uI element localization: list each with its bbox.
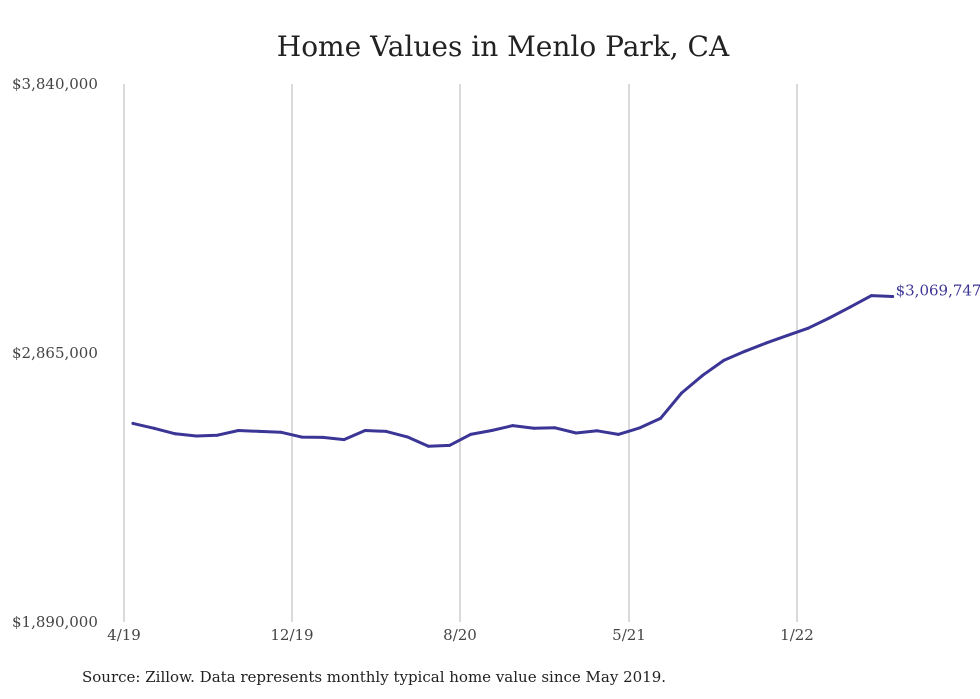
data-point-19 xyxy=(532,426,536,430)
data-point-8 xyxy=(300,435,304,439)
data-point-24 xyxy=(637,426,641,430)
end-value-label: $3,069,747 xyxy=(896,282,980,300)
x-axis-labels: 4/19 12/19 8/20 5/21 1/22 xyxy=(107,626,814,644)
x-tick-label: 1/22 xyxy=(780,626,814,644)
data-point-7 xyxy=(279,430,283,434)
data-point-12 xyxy=(384,429,388,433)
data-point-27 xyxy=(701,373,705,377)
data-point-33 xyxy=(827,316,831,320)
y-tick-label: $2,865,000 xyxy=(12,344,98,362)
data-point-29 xyxy=(743,349,747,353)
data-point-14 xyxy=(426,444,430,448)
x-tick-label: 12/19 xyxy=(270,626,313,644)
data-point-10 xyxy=(342,438,346,442)
series-line xyxy=(131,294,895,448)
x-tick-label: 4/19 xyxy=(107,626,141,644)
series-layer: $3,069,747 xyxy=(131,282,980,448)
data-point-9 xyxy=(321,435,325,439)
data-point-31 xyxy=(785,334,789,338)
data-point-26 xyxy=(680,391,684,395)
data-point-2 xyxy=(173,432,177,436)
data-point-0 xyxy=(131,421,135,425)
data-point-1 xyxy=(152,426,156,430)
data-point-36 xyxy=(891,295,895,298)
data-point-17 xyxy=(490,429,494,432)
data-point-23 xyxy=(616,432,620,436)
data-point-5 xyxy=(237,429,240,432)
data-point-6 xyxy=(258,429,262,433)
data-point-30 xyxy=(764,341,768,345)
grid-lines xyxy=(123,84,798,622)
data-point-11 xyxy=(363,429,367,432)
data-point-13 xyxy=(405,435,409,439)
y-tick-label: $3,840,000 xyxy=(12,75,98,93)
data-point-3 xyxy=(194,434,198,438)
y-tick-label: $1,890,000 xyxy=(12,613,98,631)
data-point-18 xyxy=(511,424,515,428)
x-tick-label: 8/20 xyxy=(443,626,477,644)
data-point-20 xyxy=(553,426,557,430)
data-point-16 xyxy=(469,432,473,436)
data-point-32 xyxy=(806,326,810,330)
y-axis-labels: $3,840,000 $2,865,000 $1,890,000 xyxy=(12,75,98,631)
data-point-34 xyxy=(848,305,852,309)
data-point-35 xyxy=(870,294,873,298)
data-point-21 xyxy=(574,431,578,435)
chart-title: Home Values in Menlo Park, CA xyxy=(276,30,730,63)
data-point-4 xyxy=(215,433,219,437)
source-note: Source: Zillow. Data represents monthly … xyxy=(82,668,667,686)
data-point-25 xyxy=(659,416,662,420)
data-point-15 xyxy=(448,443,451,447)
data-point-28 xyxy=(722,358,726,362)
x-tick-label: 5/21 xyxy=(612,626,646,644)
data-point-22 xyxy=(595,429,599,433)
